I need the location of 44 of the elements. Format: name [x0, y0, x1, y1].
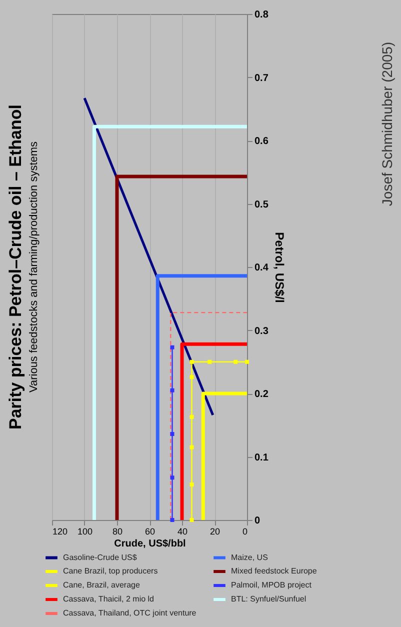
legend-label: Mixed feedstock Europe — [231, 566, 318, 576]
y-tick-label: 0.6 — [254, 136, 269, 147]
x-tick-label: 100 — [77, 526, 93, 536]
text: Various feedstocks and farming/production systems — [28, 140, 40, 393]
point — [190, 518, 194, 522]
y-tick-label: 0.5 — [254, 199, 269, 210]
legend-label: Cane Brazil, top producers — [63, 566, 158, 576]
y-axis-title: Petrol, US$/l — [272, 232, 286, 303]
point — [245, 360, 249, 364]
point — [234, 360, 238, 364]
legend-label: Gasoline-Crude US$ — [63, 552, 138, 562]
y-tick-label: 0.3 — [254, 326, 269, 337]
point — [190, 414, 194, 419]
x-tick-label: 80 — [112, 526, 123, 536]
point — [170, 432, 174, 436]
point — [170, 388, 174, 392]
point — [190, 482, 194, 487]
point — [170, 476, 174, 480]
point — [170, 345, 174, 350]
legend-label: Cane, Brazil, average — [63, 580, 140, 590]
x-tick-label: 120 — [52, 526, 68, 536]
legend-label: BTL: Synfuel/Sunfuel — [231, 594, 306, 604]
legend-label: Cassava, Thaicil, 2 mio ld — [63, 594, 154, 604]
y-tick-label: 0.4 — [254, 262, 269, 274]
point — [208, 360, 212, 364]
x-tick-label: 40 — [177, 526, 188, 536]
legend-label: Maize, US — [231, 552, 268, 562]
point — [170, 518, 174, 522]
x-tick-label: 60 — [144, 526, 156, 536]
x-axis-title: Crude, US$/bbl — [114, 538, 186, 550]
text: Josef Schmidhuber (2005) — [379, 42, 395, 206]
y-tick-label: 0.8 — [254, 10, 269, 20]
y-tick-label: 0.1 — [254, 452, 269, 464]
x-tick-label: 0 — [242, 526, 248, 536]
y-tick-label: 0 — [254, 516, 260, 526]
point — [190, 375, 194, 380]
point — [190, 360, 194, 364]
legend-label: Palmoil, MPOB project — [231, 580, 312, 590]
text: Parity prices: Petrol–Crude oil – Ethanol — [6, 104, 25, 430]
y-tick-label: 0.7 — [254, 72, 269, 84]
y-tick-label: 0.2 — [254, 389, 269, 400]
point — [190, 445, 194, 450]
legend-label: Cassava, Thailand, OTC joint venture — [63, 608, 197, 618]
x-tick-label: 20 — [210, 526, 220, 536]
